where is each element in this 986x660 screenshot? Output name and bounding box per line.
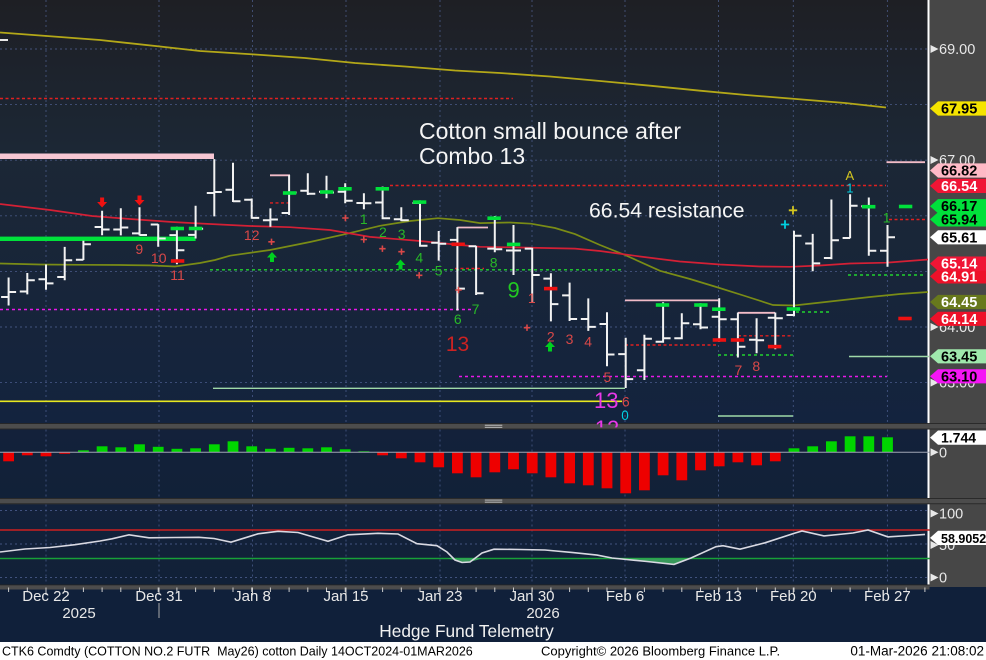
svg-text:Feb 27: Feb 27 xyxy=(864,588,911,605)
svg-text:4: 4 xyxy=(584,334,592,350)
svg-text:01-Mar-2026 21:08:02: 01-Mar-2026 21:08:02 xyxy=(850,644,984,659)
svg-text:1: 1 xyxy=(883,210,891,226)
svg-text:6: 6 xyxy=(454,311,462,327)
svg-text:0: 0 xyxy=(939,571,947,587)
svg-text:3: 3 xyxy=(566,331,574,347)
svg-text:64.45: 64.45 xyxy=(941,295,977,311)
svg-text:12: 12 xyxy=(595,416,619,441)
svg-text:Hedge Fund Telemetry: Hedge Fund Telemetry xyxy=(379,621,554,641)
svg-text:6: 6 xyxy=(622,394,630,410)
svg-text:Feb 6: Feb 6 xyxy=(606,588,644,605)
svg-text:1: 1 xyxy=(846,181,853,196)
svg-text:12: 12 xyxy=(244,227,260,243)
svg-text:8: 8 xyxy=(490,255,498,271)
svg-text:64.91: 64.91 xyxy=(941,269,977,285)
svg-text:7: 7 xyxy=(735,362,743,378)
svg-text:66.17: 66.17 xyxy=(941,199,977,215)
svg-text:13: 13 xyxy=(446,333,469,356)
svg-text:Copyright© 2026 Bloomberg Fina: Copyright© 2026 Bloomberg Finance L.P. xyxy=(541,644,780,659)
svg-text:64.14: 64.14 xyxy=(941,312,977,328)
svg-text:65.14: 65.14 xyxy=(941,257,977,273)
svg-text:65.94: 65.94 xyxy=(941,212,977,228)
svg-text:9: 9 xyxy=(135,241,143,257)
svg-text:67.95: 67.95 xyxy=(941,102,977,118)
svg-text:5: 5 xyxy=(604,369,612,385)
svg-text:4: 4 xyxy=(415,250,423,266)
svg-text:A: A xyxy=(845,168,854,183)
svg-text:0: 0 xyxy=(939,445,947,461)
svg-text:Dec 31: Dec 31 xyxy=(135,588,183,605)
svg-text:63.45: 63.45 xyxy=(941,349,977,365)
svg-text:69.00: 69.00 xyxy=(939,42,975,58)
svg-text:100: 100 xyxy=(939,507,963,523)
svg-text:8: 8 xyxy=(752,358,760,374)
svg-text:63.10: 63.10 xyxy=(941,369,977,385)
svg-text:0: 0 xyxy=(621,408,629,423)
svg-text:2025: 2025 xyxy=(62,605,95,622)
svg-text:Dec 22: Dec 22 xyxy=(22,588,70,605)
svg-text:11: 11 xyxy=(170,267,185,283)
svg-text:58.9052: 58.9052 xyxy=(941,532,986,546)
svg-text:13: 13 xyxy=(594,388,618,413)
svg-text:9: 9 xyxy=(507,278,519,303)
svg-text:66.54: 66.54 xyxy=(941,179,977,195)
svg-text:Jan 15: Jan 15 xyxy=(323,588,368,605)
svg-text:65.61: 65.61 xyxy=(941,230,977,246)
svg-text:3: 3 xyxy=(398,226,406,242)
svg-text:7: 7 xyxy=(472,301,480,317)
svg-text:66.82: 66.82 xyxy=(941,164,977,180)
svg-text:2026: 2026 xyxy=(526,605,559,622)
svg-text:Cotton small bounce after: Cotton small bounce after xyxy=(419,118,681,144)
svg-text:Feb 20: Feb 20 xyxy=(770,588,817,605)
svg-text:1.744: 1.744 xyxy=(941,430,976,446)
svg-text:2: 2 xyxy=(547,329,555,345)
svg-text:CTK6 Comdty (COTTON NO.2 FUTR: CTK6 Comdty (COTTON NO.2 FUTR May26) cot… xyxy=(2,645,473,659)
svg-text:Jan 8: Jan 8 xyxy=(234,588,271,605)
svg-text:1: 1 xyxy=(528,290,536,306)
svg-text:10: 10 xyxy=(151,250,167,266)
svg-text:Jan 23: Jan 23 xyxy=(417,588,462,605)
svg-text:Feb 13: Feb 13 xyxy=(695,588,742,605)
svg-text:Combo 13: Combo 13 xyxy=(419,143,525,169)
svg-text:1: 1 xyxy=(360,211,368,227)
svg-text:66.54 resistance: 66.54 resistance xyxy=(589,200,744,223)
svg-text:5: 5 xyxy=(435,262,443,278)
svg-text:2: 2 xyxy=(379,224,387,240)
svg-text:Jan 30: Jan 30 xyxy=(509,588,554,605)
